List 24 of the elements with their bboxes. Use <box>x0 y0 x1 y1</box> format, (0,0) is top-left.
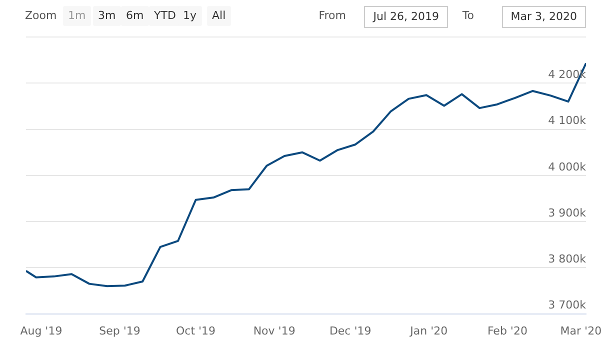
text: Mar 3, 2020 <box>502 6 586 28</box>
text: 1y <box>178 6 202 26</box>
text: From <box>318 8 346 24</box>
y-tick-label: 3 700k <box>548 298 587 312</box>
y-tick-label: 3 900k <box>548 206 587 220</box>
x-tick-label: Dec '19 <box>329 324 372 338</box>
text: YTD <box>149 6 181 26</box>
x-tick-label: Nov '19 <box>253 324 296 338</box>
y-tick-label: 4 100k <box>548 114 587 128</box>
text: Jul 26, 2019 <box>364 6 448 28</box>
x-tick-label: Sep '19 <box>99 324 140 338</box>
text: Zoom <box>25 8 57 24</box>
x-tick-label: Aug '19 <box>20 324 62 338</box>
x-tick-label: Oct '19 <box>176 324 216 338</box>
x-tick-label: Mar '20 <box>560 324 602 338</box>
text: 1m <box>63 6 91 26</box>
x-tick-label: Jan '20 <box>409 324 448 338</box>
text: 3m <box>93 6 121 26</box>
x-tick-label: Feb '20 <box>487 324 528 338</box>
y-tick-label: 3 800k <box>548 252 587 266</box>
y-tick-label: 4 000k <box>548 160 587 174</box>
text: To <box>462 8 474 24</box>
text: 6m <box>121 6 149 26</box>
text: All <box>207 6 231 26</box>
